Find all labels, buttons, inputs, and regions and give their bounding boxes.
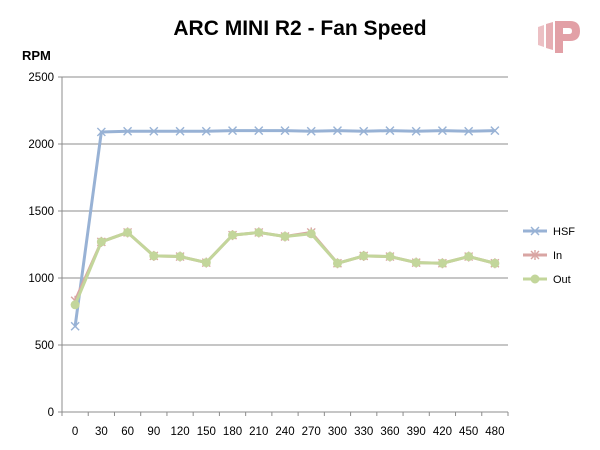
data-point-hsf — [332, 126, 342, 136]
data-point-hsf — [464, 126, 474, 136]
data-point-out — [437, 258, 447, 268]
legend-label-in: In — [553, 250, 562, 262]
legend-marker-out — [530, 274, 540, 284]
legend-item-out: Out — [523, 274, 571, 286]
data-point-out — [464, 252, 474, 262]
x-tick-label: 120 — [170, 426, 189, 438]
data-point-out — [359, 251, 369, 261]
data-point-hsf — [123, 126, 133, 136]
data-point-out — [254, 227, 264, 237]
x-tick-label: 180 — [223, 426, 242, 438]
y-tick-label: 500 — [35, 340, 54, 352]
data-point-out — [385, 252, 395, 262]
data-point-hsf — [490, 126, 500, 136]
data-point-out — [175, 252, 185, 262]
data-point-out — [280, 231, 290, 241]
data-point-out — [149, 251, 159, 261]
chart-title: ARC MINI R2 - Fan Speed — [173, 17, 427, 40]
data-point-hsf — [385, 126, 395, 136]
data-point-hsf — [96, 127, 106, 137]
data-point-hsf — [149, 126, 159, 136]
x-tick-label: 360 — [380, 426, 399, 438]
data-point-hsf — [280, 126, 290, 136]
legend-label-hsf: HSF — [553, 226, 575, 238]
x-tick-label: 330 — [354, 426, 373, 438]
x-tick-label: 390 — [407, 426, 426, 438]
data-point-out — [332, 258, 342, 268]
data-point-out — [411, 258, 421, 268]
x-tick-label: 480 — [485, 426, 504, 438]
series-line-hsf — [73, 129, 495, 327]
x-tick-label: 210 — [249, 426, 268, 438]
data-point-out — [70, 300, 80, 310]
data-point-out — [123, 227, 133, 237]
y-tick-label: 1000 — [28, 273, 54, 285]
x-tick-label: 450 — [459, 426, 478, 438]
legend-marker-in — [530, 250, 540, 260]
x-tick-label: 90 — [147, 426, 160, 438]
brand-logo-icon — [536, 17, 586, 57]
data-point-out — [96, 237, 106, 247]
data-point-hsf — [437, 126, 447, 136]
data-point-out — [306, 229, 316, 239]
legend-label-out: Out — [553, 274, 571, 286]
data-point-hsf — [306, 126, 316, 136]
series-out — [70, 227, 500, 310]
data-point-hsf — [254, 126, 264, 136]
series-line-out — [73, 230, 496, 306]
data-point-out — [228, 230, 238, 240]
x-tick-label: 30 — [95, 426, 108, 438]
x-tick-label: 0 — [72, 426, 78, 438]
data-point-hsf — [175, 126, 185, 136]
data-point-hsf — [359, 126, 369, 136]
legend-item-in: In — [523, 250, 562, 262]
legend-item-hsf: HSF — [523, 226, 575, 238]
x-tick-label: 60 — [121, 426, 134, 438]
data-point-out — [201, 258, 211, 268]
y-tick-label: 2000 — [28, 139, 54, 151]
data-point-hsf — [201, 126, 211, 136]
y-tick-label: 0 — [48, 407, 54, 419]
data-point-hsf — [228, 126, 238, 136]
data-point-out — [490, 258, 500, 268]
x-tick-label: 270 — [302, 426, 321, 438]
y-axis-label: RPM — [22, 48, 51, 63]
data-point-hsf — [411, 126, 421, 136]
x-tick-label: 240 — [275, 426, 294, 438]
x-tick-label: 150 — [197, 426, 216, 438]
y-tick-label: 1500 — [28, 206, 54, 218]
y-tick-label: 2500 — [28, 72, 54, 84]
x-tick-label: 420 — [433, 426, 452, 438]
data-point-hsf — [70, 321, 80, 331]
x-tick-label: 300 — [328, 426, 347, 438]
legend-marker-hsf — [530, 226, 540, 236]
series-hsf — [70, 126, 500, 331]
